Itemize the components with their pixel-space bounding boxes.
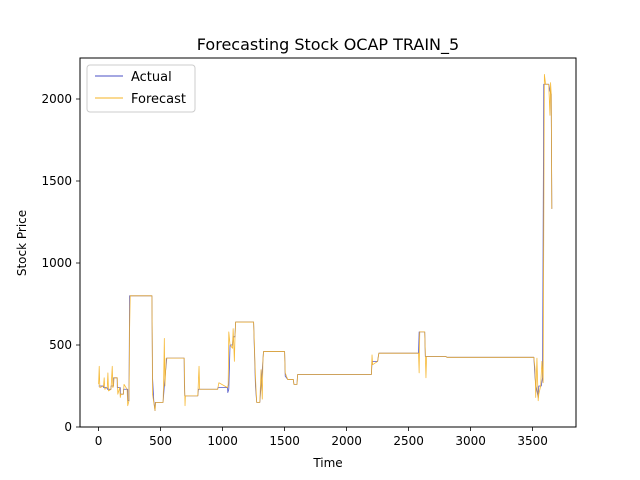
x-tick-label: 3500: [517, 434, 548, 448]
x-tick-label: 3000: [455, 434, 486, 448]
x-tick-label: 1000: [207, 434, 238, 448]
x-tick-label: 2500: [393, 434, 424, 448]
series-line-forecast: [98, 74, 553, 411]
x-tick-label: 0: [95, 434, 103, 448]
chart-title: Forecasting Stock OCAP TRAIN_5: [197, 35, 459, 55]
series-line-actual: [98, 83, 553, 411]
y-tick-label: 0: [64, 420, 72, 434]
legend-label-forecast: Forecast: [131, 92, 186, 107]
y-tick-label: 1500: [41, 174, 72, 188]
x-axis-label: Time: [312, 456, 342, 470]
legend-label-actual: Actual: [131, 70, 172, 85]
y-tick-label: 2000: [41, 92, 72, 106]
plot-area-frame: [79, 57, 577, 428]
y-tick-label: 1000: [41, 256, 72, 270]
legend-box: [86, 64, 196, 113]
legend: Actual Forecast: [86, 64, 196, 113]
x-tick-label: 500: [149, 434, 172, 448]
y-axis-label: Stock Price: [15, 210, 29, 276]
x-tick-label: 1500: [269, 434, 300, 448]
x-tick-label: 2000: [331, 434, 362, 448]
y-tick-label: 500: [49, 338, 72, 352]
